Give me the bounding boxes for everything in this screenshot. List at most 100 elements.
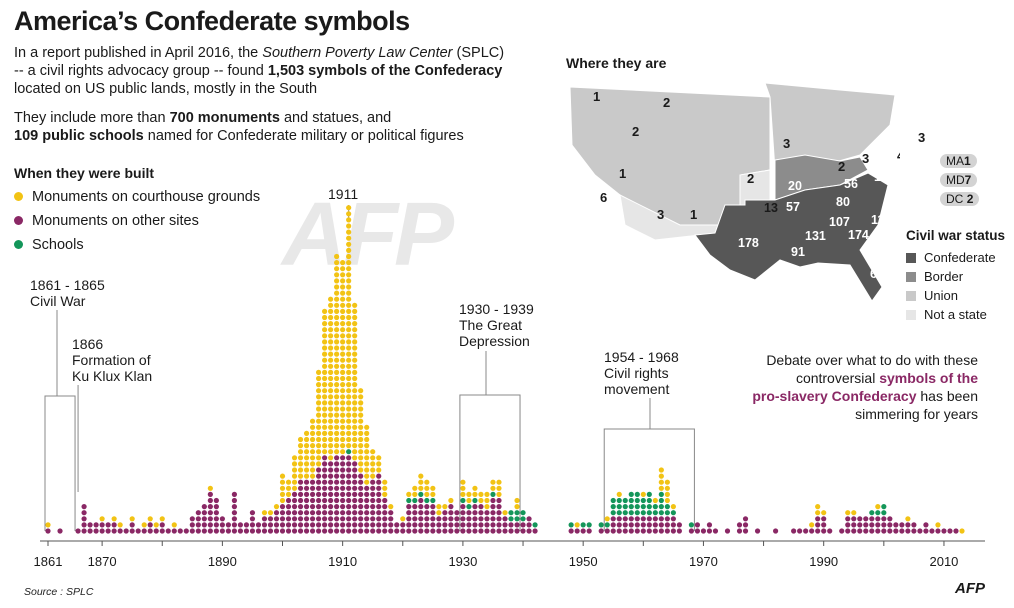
dot-other-site xyxy=(803,528,809,534)
dot-other-site xyxy=(352,473,358,479)
dot-courthouse xyxy=(352,357,358,363)
dot-other-site xyxy=(340,461,346,467)
x-tick-label: 1950 xyxy=(569,554,598,569)
dot-other-site xyxy=(490,510,496,516)
dot-school xyxy=(875,510,881,516)
dot-other-site xyxy=(303,504,310,510)
dot-courthouse xyxy=(370,449,376,455)
dot-other-site xyxy=(364,522,370,528)
dot-other-site xyxy=(370,528,376,534)
dot-school xyxy=(520,516,526,522)
dot-courthouse xyxy=(466,497,472,504)
dot-courthouse xyxy=(496,485,502,491)
dot-courthouse xyxy=(346,278,352,284)
dot-courthouse xyxy=(340,406,346,412)
dot-courthouse xyxy=(652,497,658,504)
annotation-years: 1861 - 1865 xyxy=(30,277,105,293)
dot-courthouse xyxy=(670,504,676,510)
dot-courthouse xyxy=(472,485,478,491)
purple-dot-icon xyxy=(14,216,23,225)
dot-other-site xyxy=(303,491,310,497)
dot-other-site xyxy=(676,522,682,528)
dot-other-site xyxy=(364,491,370,497)
dot-courthouse xyxy=(442,504,448,510)
dot-courthouse xyxy=(352,302,358,308)
dot-other-site xyxy=(418,528,424,534)
dot-other-site xyxy=(442,522,448,528)
dot-other-site xyxy=(346,504,352,510)
dot-courthouse xyxy=(352,455,358,461)
map-count: 2 xyxy=(838,159,845,174)
dot-courthouse xyxy=(658,479,664,485)
dot-courthouse xyxy=(340,345,346,351)
dot-courthouse xyxy=(291,479,298,485)
annotation-label: Formation of xyxy=(72,352,151,368)
dot-other-site xyxy=(610,522,616,528)
dot-school xyxy=(658,491,664,497)
dot-school xyxy=(514,516,520,522)
dot-school xyxy=(424,497,430,504)
dot-courthouse xyxy=(322,430,328,436)
dot-other-site xyxy=(346,516,352,522)
dot-other-site xyxy=(255,528,262,534)
dot-other-site xyxy=(502,516,508,522)
dot-courthouse xyxy=(358,406,364,412)
border-swatch-icon xyxy=(906,272,916,282)
dot-courthouse xyxy=(291,461,298,467)
debate-text: controversial xyxy=(795,370,880,386)
dot-courthouse xyxy=(352,339,358,345)
dot-other-site xyxy=(917,528,923,534)
dot-courthouse xyxy=(315,412,322,418)
dot-other-site xyxy=(315,522,322,528)
dot-other-site xyxy=(460,528,466,534)
dot-other-site xyxy=(315,510,322,516)
dot-courthouse xyxy=(261,510,268,516)
dot-courthouse xyxy=(322,400,328,406)
dot-courthouse xyxy=(358,400,364,406)
dot-courthouse xyxy=(346,253,352,260)
dot-other-site xyxy=(309,516,316,522)
dot-other-site xyxy=(496,504,502,510)
dot-courthouse xyxy=(436,510,442,516)
dot-other-site xyxy=(472,528,478,534)
dot-other-site xyxy=(291,510,298,516)
dot-other-site xyxy=(827,528,833,534)
dot-courthouse xyxy=(352,436,358,443)
dot-courthouse xyxy=(334,351,340,357)
dot-other-site xyxy=(129,522,135,528)
dot-courthouse xyxy=(309,455,316,461)
dot-other-site xyxy=(334,510,340,516)
dot-courthouse xyxy=(334,345,340,351)
dot-school xyxy=(652,510,658,516)
dot-other-site xyxy=(322,485,328,491)
dot-courthouse xyxy=(346,266,352,272)
dot-courthouse xyxy=(291,473,298,479)
dot-other-site xyxy=(484,510,490,516)
dot-other-site xyxy=(700,528,707,534)
dot-other-site xyxy=(412,522,418,528)
dot-other-site xyxy=(472,510,478,516)
dot-courthouse xyxy=(340,363,346,369)
dot-school xyxy=(598,522,604,528)
dot-other-site xyxy=(346,485,352,491)
dot-courthouse xyxy=(664,479,670,485)
dot-other-site xyxy=(652,528,658,534)
dot-other-site xyxy=(346,461,352,467)
dot-courthouse xyxy=(514,504,520,510)
dot-courthouse xyxy=(141,522,147,528)
dot-other-site xyxy=(490,497,496,504)
dot-other-site xyxy=(315,485,322,491)
dot-other-site xyxy=(370,497,376,504)
map-count-northeast: 3 xyxy=(918,130,926,145)
dot-other-site xyxy=(322,528,328,534)
dot-other-site xyxy=(201,528,207,534)
dot-other-site xyxy=(328,491,334,497)
dot-other-site xyxy=(400,522,406,528)
dot-other-site xyxy=(911,528,917,534)
afp-logo: AFP xyxy=(955,580,985,597)
dot-courthouse xyxy=(358,443,364,449)
dot-other-site xyxy=(309,497,316,504)
dot-courthouse xyxy=(358,418,364,424)
dot-courthouse xyxy=(334,266,340,272)
dot-school xyxy=(472,497,478,504)
